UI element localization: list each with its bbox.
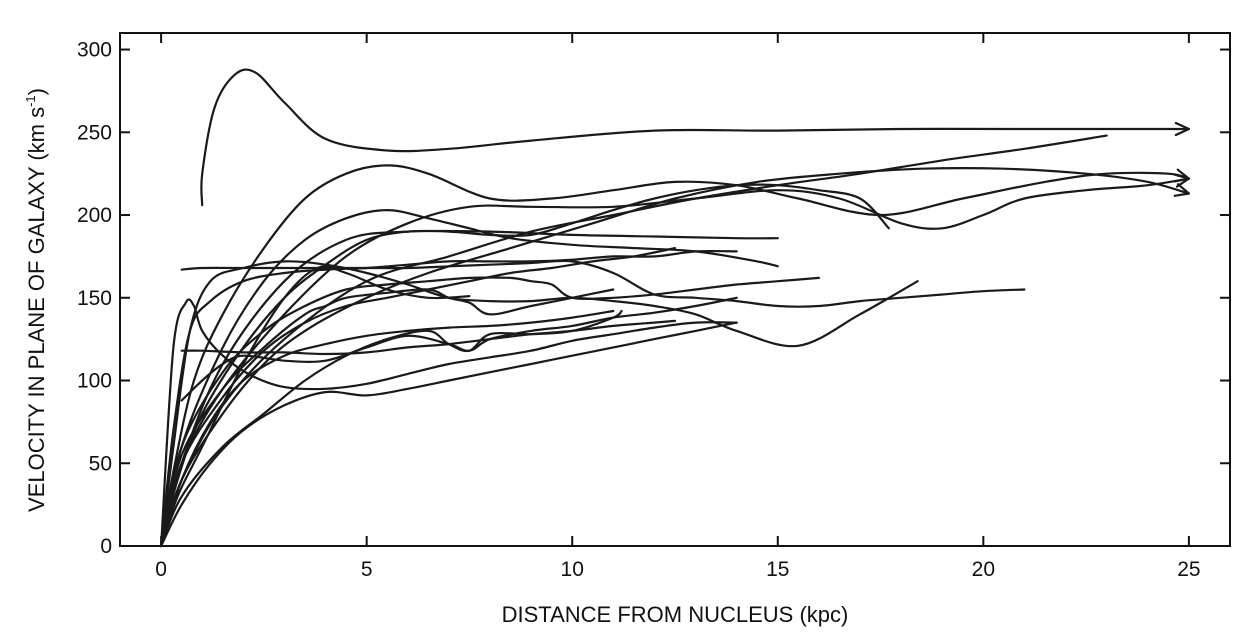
rotation-curve-14: [160, 247, 677, 548]
y-tick-label-5: 250: [77, 121, 112, 144]
y-axis-title-main: VELOCITY IN PLANE OF GALAXY (km s: [24, 107, 49, 512]
axis-ticks: [120, 33, 1230, 547]
rotation-curve-20: [180, 319, 677, 356]
y-axis-title: VELOCITY IN PLANE OF GALAXY (km s-1): [23, 88, 49, 512]
y-tick-label-0: 0: [100, 535, 112, 558]
rotation-curve-12: [160, 249, 738, 548]
y-axis-title-superscript: -1: [23, 95, 38, 107]
x-tick-label-2: 10: [561, 558, 584, 581]
curve-arrowheads: [1173, 121, 1190, 197]
y-tick-label-4: 200: [77, 204, 112, 227]
y-axis-title-end: ): [24, 88, 49, 95]
rotation-curve-1: [200, 68, 1190, 207]
rotation-curve-11: [180, 259, 1026, 308]
y-tick-label-6: 300: [77, 39, 112, 62]
x-tick-label-1: 5: [361, 558, 373, 581]
rotation-curve-13: [160, 298, 738, 548]
rotation-curve-17: [160, 321, 738, 548]
rotation-curve-2: [160, 164, 1190, 548]
rotation-curve-15: [160, 309, 615, 548]
rotation-curve-21: [160, 276, 820, 548]
rotation-curve-4: [160, 177, 1190, 548]
y-tick-label-1: 50: [89, 452, 112, 475]
x-axis-title: DISTANCE FROM NUCLEUS (kpc): [502, 602, 849, 627]
plot-area-frame: [119, 32, 1231, 547]
x-tick-label-3: 15: [766, 558, 789, 581]
x-tick-label-0: 0: [155, 558, 167, 581]
x-tick-label-5: 25: [1177, 558, 1200, 581]
arrowhead-3: [1173, 183, 1190, 197]
rotation-curves: [160, 68, 1190, 548]
rotation-curve-7: [160, 229, 779, 548]
rotation-curve-19: [160, 288, 615, 548]
x-tick-label-4: 20: [972, 558, 995, 581]
y-tick-label-2: 100: [77, 370, 112, 393]
arrowhead-4: [1174, 173, 1190, 188]
rotation-curve-3: [160, 167, 1190, 548]
arrowhead-1: [1174, 121, 1190, 137]
y-tick-label-3: 150: [77, 287, 112, 310]
